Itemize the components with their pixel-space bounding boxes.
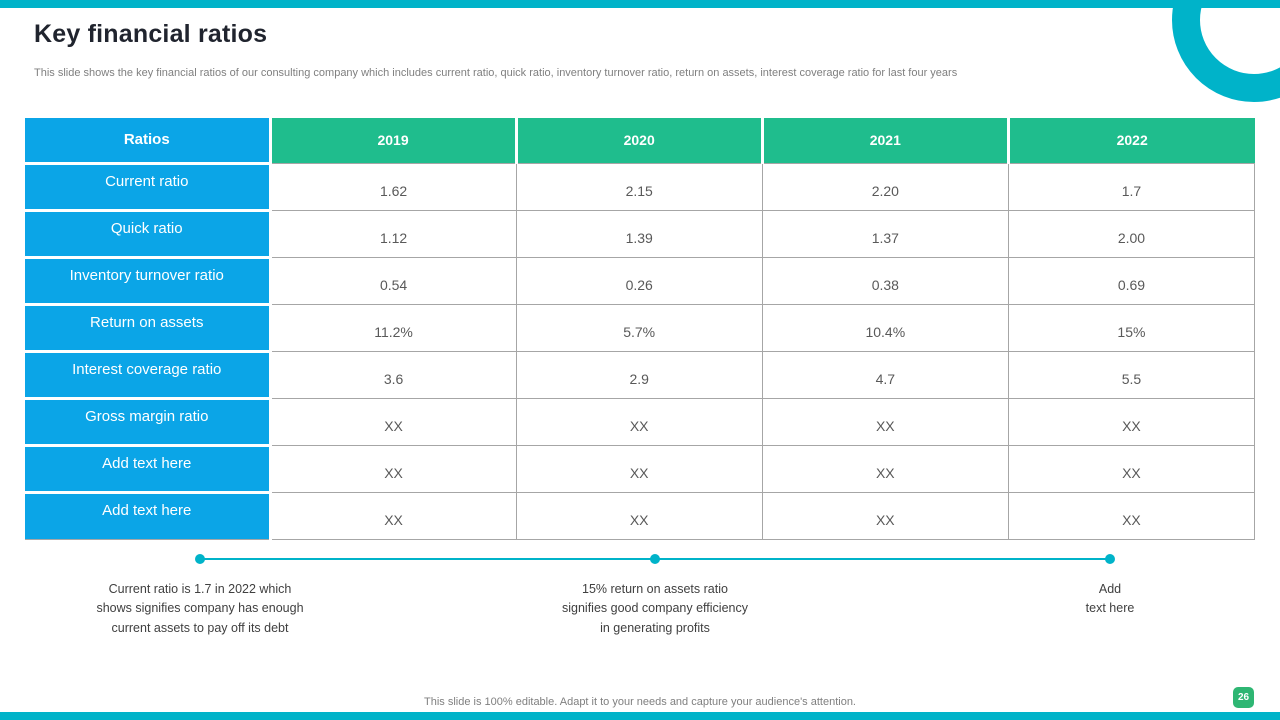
- table-row: Return on assets 11.2% 5.7% 10.4% 15%: [25, 303, 1256, 353]
- table-row: Add text here XX XX XX XX: [25, 444, 1256, 494]
- header-year-2021: 2021: [762, 118, 1010, 163]
- table-row: Gross margin ratio XX XX XX XX: [25, 397, 1256, 447]
- slide-footer-note: This slide is 100% editable. Adapt it to…: [424, 696, 856, 708]
- table-row: Current ratio 1.62 2.15 2.20 1.7: [25, 162, 1256, 212]
- table-cell: 0.38: [761, 256, 1009, 305]
- table-cell: 11.2%: [269, 303, 517, 352]
- financial-ratios-table: Ratios 2019 2020 2021 2022 Current ratio…: [25, 118, 1256, 540]
- table-row: Quick ratio 1.12 1.39 1.37 2.00: [25, 209, 1256, 259]
- table-cell: 1.62: [269, 162, 517, 211]
- table-cell: 2.00: [1007, 209, 1256, 258]
- table-cell: XX: [761, 491, 1009, 540]
- table-cell: 0.26: [515, 256, 763, 305]
- corner-arc-decoration: [1172, 0, 1280, 102]
- row-label: Gross margin ratio: [25, 398, 272, 447]
- table-cell: 5.7%: [515, 303, 763, 352]
- table-header-row: Ratios 2019 2020 2021 2022: [25, 118, 1255, 165]
- table-cell: XX: [515, 397, 763, 446]
- top-accent-bar: [0, 0, 1280, 8]
- row-label: Return on assets: [25, 304, 272, 353]
- slide-subtitle: This slide shows the key financial ratio…: [34, 67, 958, 79]
- table-row: Add text here XX XX XX XX: [25, 491, 1256, 540]
- table-cell: 3.6: [269, 350, 517, 399]
- row-label: Quick ratio: [25, 210, 272, 259]
- table-cell: 0.69: [1007, 256, 1256, 305]
- table-cell: XX: [1007, 444, 1256, 493]
- page-number-badge: 26: [1233, 687, 1254, 708]
- header-year-2019: 2019: [270, 118, 518, 163]
- table-cell: XX: [269, 491, 517, 540]
- table-cell: 0.54: [269, 256, 517, 305]
- table-cell: 2.20: [761, 162, 1009, 211]
- table-cell: XX: [515, 491, 763, 540]
- table-cell: XX: [269, 397, 517, 446]
- table-row: Inventory turnover ratio 0.54 0.26 0.38 …: [25, 256, 1256, 306]
- page-title: Key financial ratios: [34, 20, 268, 48]
- row-label: Current ratio: [25, 163, 272, 212]
- annotation-add-text: Add text here: [1085, 582, 1135, 616]
- table-cell: 1.12: [269, 209, 517, 258]
- timeline-dot: [1105, 554, 1115, 564]
- timeline-dot: [195, 554, 205, 564]
- row-label: Add text here: [25, 492, 272, 540]
- table-cell: 5.5: [1007, 350, 1256, 399]
- table-cell: 10.4%: [761, 303, 1009, 352]
- row-label: Add text here: [25, 445, 272, 494]
- table-cell: XX: [1007, 397, 1256, 446]
- table-cell: 2.9: [515, 350, 763, 399]
- table-cell: XX: [515, 444, 763, 493]
- table-cell: 1.37: [761, 209, 1009, 258]
- bottom-accent-bar: [0, 712, 1280, 720]
- table-cell: XX: [761, 397, 1009, 446]
- header-year-2020: 2020: [516, 118, 764, 163]
- annotation-return-on-assets: 15% return on assets ratio signifies goo…: [562, 582, 748, 635]
- table-row: Interest coverage ratio 3.6 2.9 4.7 5.5: [25, 350, 1256, 400]
- annotation-current-ratio: Current ratio is 1.7 in 2022 which shows…: [96, 582, 304, 635]
- table-cell: XX: [1007, 491, 1256, 540]
- timeline-dot: [650, 554, 660, 564]
- header-ratios: Ratios: [25, 118, 272, 165]
- table-cell: 1.39: [515, 209, 763, 258]
- header-year-2022: 2022: [1008, 118, 1255, 163]
- table-cell: 15%: [1007, 303, 1256, 352]
- row-label: Inventory turnover ratio: [25, 257, 272, 306]
- table-cell: XX: [761, 444, 1009, 493]
- row-label: Interest coverage ratio: [25, 351, 272, 400]
- table-cell: 1.7: [1007, 162, 1256, 211]
- table-cell: 2.15: [515, 162, 763, 211]
- table-cell: 4.7: [761, 350, 1009, 399]
- table-cell: XX: [269, 444, 517, 493]
